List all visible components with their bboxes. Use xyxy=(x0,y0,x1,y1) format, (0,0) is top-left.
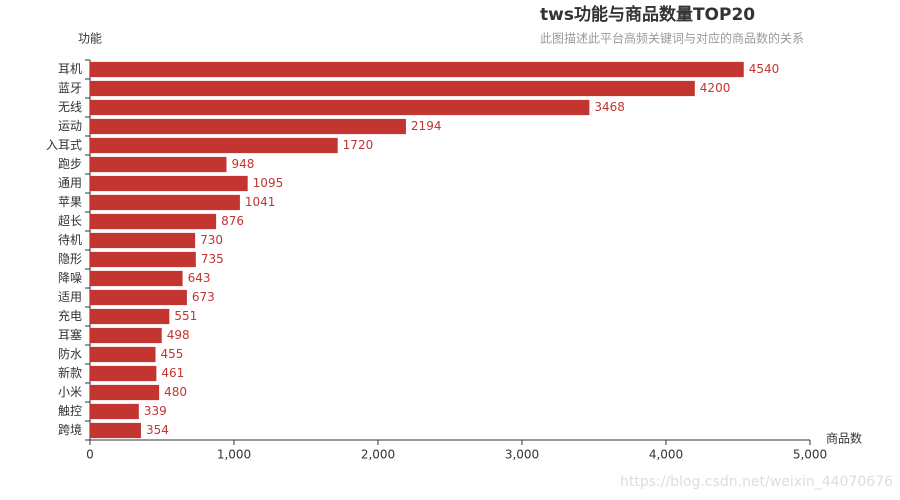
x-tick-label: 3,000 xyxy=(505,448,539,462)
bar xyxy=(90,365,157,382)
value-label: 735 xyxy=(201,252,224,266)
value-label: 455 xyxy=(161,347,184,361)
y-tick-label: 苹果 xyxy=(58,195,82,209)
y-tick-label: 隐形 xyxy=(58,252,82,266)
value-label: 339 xyxy=(144,404,167,418)
chart-subtitle: 此图描述此平台高频关键词与对应的商品数的关系 xyxy=(540,31,804,46)
value-label: 3468 xyxy=(594,100,625,114)
x-tick-label: 5,000 xyxy=(793,448,827,462)
y-tick-label: 无线 xyxy=(58,100,82,114)
value-label: 498 xyxy=(167,328,190,342)
value-label: 673 xyxy=(192,290,215,304)
y-tick-label: 耳塞 xyxy=(58,327,82,342)
value-label: 551 xyxy=(174,309,197,323)
bar xyxy=(90,346,156,363)
y-tick-label: 耳机 xyxy=(58,62,82,76)
x-axis-label: 商品数 xyxy=(826,431,862,446)
y-tick-label: 防水 xyxy=(58,346,82,361)
bar xyxy=(90,232,196,249)
bar xyxy=(90,194,240,211)
value-label: 876 xyxy=(221,214,244,228)
value-label: 4540 xyxy=(749,62,780,76)
value-label: 4200 xyxy=(700,81,731,95)
x-tick-label: 4,000 xyxy=(649,448,683,462)
y-tick-label: 跨境 xyxy=(58,422,82,437)
bar xyxy=(90,327,162,344)
value-label: 1720 xyxy=(343,138,374,152)
y-tick-label: 入耳式 xyxy=(46,138,82,152)
y-tick-label: 适用 xyxy=(58,290,82,304)
y-tick-label: 待机 xyxy=(58,233,82,247)
value-label: 948 xyxy=(232,157,255,171)
value-label: 730 xyxy=(200,233,223,247)
y-tick-label: 触控 xyxy=(58,404,82,418)
value-label: 2194 xyxy=(411,119,442,133)
value-label: 480 xyxy=(164,385,187,399)
bar xyxy=(90,403,139,420)
bar xyxy=(90,289,187,306)
value-label: 643 xyxy=(188,271,211,285)
value-label: 461 xyxy=(161,366,184,380)
y-tick-label: 蓝牙 xyxy=(58,81,82,95)
bar xyxy=(90,99,590,116)
watermark: https://blog.csdn.net/weixin_44070676 xyxy=(620,474,893,490)
x-tick-label: 2,000 xyxy=(361,448,395,462)
value-label: 354 xyxy=(146,423,169,437)
bar xyxy=(90,251,196,268)
y-tick-label: 运动 xyxy=(58,119,82,133)
chart-title: tws功能与商品数量TOP20 xyxy=(540,4,755,25)
bar xyxy=(90,384,160,401)
value-label: 1041 xyxy=(245,195,276,209)
bar xyxy=(90,80,695,97)
bar xyxy=(90,308,170,325)
y-tick-label: 超长 xyxy=(58,213,82,228)
bar xyxy=(90,61,744,78)
y-tick-label: 跑步 xyxy=(58,157,82,171)
y-tick-label: 通用 xyxy=(58,176,82,190)
bar xyxy=(90,175,248,192)
x-tick-label: 0 xyxy=(86,448,94,462)
y-tick-label: 充电 xyxy=(58,308,82,323)
y-axis-label: 功能 xyxy=(78,32,102,46)
y-tick-label: 小米 xyxy=(58,385,82,399)
bar xyxy=(90,270,183,287)
y-tick-label: 降噪 xyxy=(58,271,82,285)
value-label: 1095 xyxy=(253,176,284,190)
y-tick-label: 新款 xyxy=(58,365,82,380)
bar xyxy=(90,118,406,135)
x-tick-label: 1,000 xyxy=(217,448,251,462)
bar xyxy=(90,137,338,154)
bar xyxy=(90,422,141,439)
bar xyxy=(90,156,227,173)
bar xyxy=(90,213,217,230)
